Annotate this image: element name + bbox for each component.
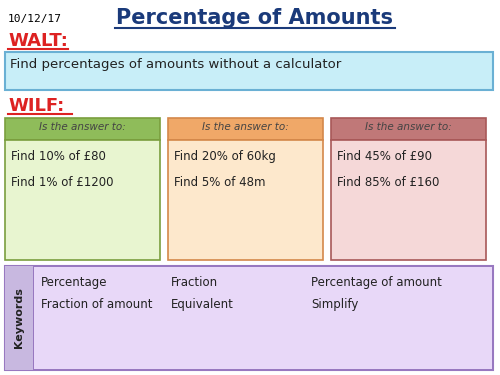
Text: Find 5% of 48m: Find 5% of 48m <box>174 176 266 189</box>
Text: Is the answer to:: Is the answer to: <box>39 122 126 132</box>
Text: 10/12/17: 10/12/17 <box>8 14 62 24</box>
Text: Equivalent: Equivalent <box>171 298 234 311</box>
FancyBboxPatch shape <box>5 266 33 370</box>
FancyBboxPatch shape <box>331 118 486 140</box>
FancyBboxPatch shape <box>168 118 323 140</box>
FancyBboxPatch shape <box>5 140 160 260</box>
FancyBboxPatch shape <box>5 52 493 90</box>
Text: Percentage of amount: Percentage of amount <box>311 276 442 289</box>
Text: Find 20% of 60kg: Find 20% of 60kg <box>174 150 276 163</box>
FancyBboxPatch shape <box>5 118 160 140</box>
FancyBboxPatch shape <box>331 140 486 260</box>
Text: Keywords: Keywords <box>14 288 24 348</box>
FancyBboxPatch shape <box>34 267 492 369</box>
FancyBboxPatch shape <box>5 266 493 370</box>
Text: WALT:: WALT: <box>8 32 68 50</box>
FancyBboxPatch shape <box>168 140 323 260</box>
Text: Percentage: Percentage <box>41 276 108 289</box>
Text: Is the answer to:: Is the answer to: <box>365 122 452 132</box>
Text: Fraction of amount: Fraction of amount <box>41 298 152 311</box>
Text: Find 45% of £90: Find 45% of £90 <box>337 150 432 163</box>
Text: Is the answer to:: Is the answer to: <box>202 122 289 132</box>
Text: Find percentages of amounts without a calculator: Find percentages of amounts without a ca… <box>10 58 341 71</box>
Text: Percentage of Amounts: Percentage of Amounts <box>116 8 394 28</box>
Text: Find 10% of £80: Find 10% of £80 <box>11 150 106 163</box>
Text: Simplify: Simplify <box>311 298 358 311</box>
Text: Fraction: Fraction <box>171 276 218 289</box>
Text: WILF:: WILF: <box>8 97 64 115</box>
Text: Find 1% of £1200: Find 1% of £1200 <box>11 176 114 189</box>
Text: Find 85% of £160: Find 85% of £160 <box>337 176 440 189</box>
